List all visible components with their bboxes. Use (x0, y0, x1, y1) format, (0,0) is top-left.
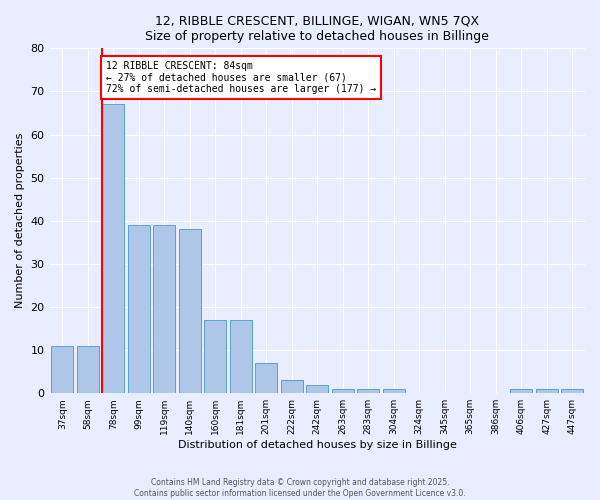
Bar (307, 384, 328, 393)
Text: Contains HM Land Registry data © Crown copyright and database right 2025.
Contai: Contains HM Land Registry data © Crown c… (134, 478, 466, 498)
Bar (154, 225, 175, 393)
Bar (383, 389, 404, 393)
Bar (562, 389, 583, 393)
Bar (358, 389, 379, 393)
Bar (230, 320, 251, 393)
Bar (103, 104, 124, 393)
Bar (205, 320, 226, 393)
Bar (77, 346, 98, 393)
Bar (281, 380, 302, 393)
Bar (256, 363, 277, 393)
Title: 12, RIBBLE CRESCENT, BILLINGE, WIGAN, WN5 7QX
Size of property relative to detac: 12, RIBBLE CRESCENT, BILLINGE, WIGAN, WN… (145, 15, 489, 43)
Bar (511, 389, 532, 393)
Bar (179, 230, 200, 393)
Y-axis label: Number of detached properties: Number of detached properties (15, 133, 25, 308)
Bar (332, 389, 353, 393)
Bar (128, 225, 149, 393)
Text: 12 RIBBLE CRESCENT: 84sqm
← 27% of detached houses are smaller (67)
72% of semi-: 12 RIBBLE CRESCENT: 84sqm ← 27% of detac… (106, 62, 377, 94)
Bar (52, 346, 73, 393)
X-axis label: Distribution of detached houses by size in Billinge: Distribution of detached houses by size … (178, 440, 457, 450)
Bar (536, 389, 557, 393)
